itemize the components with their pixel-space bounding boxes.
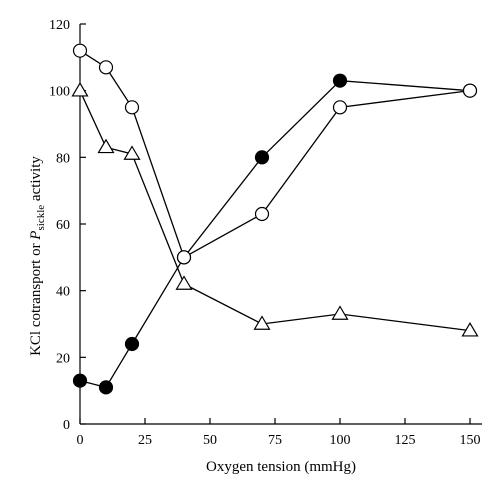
point-filled-circle: [72, 373, 88, 388]
point-open-triangle: [175, 275, 193, 290]
point-open-circle: [98, 60, 114, 75]
point-open-triangle: [123, 145, 141, 160]
x-tick-label: 100: [330, 433, 351, 448]
y-tick-label: 20: [56, 351, 70, 366]
point-open-circle: [124, 100, 140, 115]
point-open-triangle: [71, 81, 89, 97]
point-open-triangle: [97, 138, 115, 154]
x-tick-label: 0: [77, 433, 84, 448]
point-open-circle: [72, 43, 88, 58]
point-open-triangle: [461, 321, 479, 337]
point-open-circle: [332, 100, 348, 115]
y-axis-label-sub: sickle: [35, 205, 47, 231]
y-tick-label: 120: [49, 18, 70, 33]
x-ticks: 0 25 50 75 100 125 150: [77, 418, 481, 448]
point-open-triangle: [253, 315, 271, 330]
y-tick-label: 80: [56, 151, 70, 166]
x-axis-label: Oxygen tension (mmHg): [206, 459, 356, 475]
y-tick-label: 0: [63, 418, 70, 433]
point-open-circle: [254, 206, 270, 222]
y-axis-label-main: KCl cotransport or: [28, 240, 44, 356]
point-filled-circle: [254, 150, 270, 165]
y-tick-label: 40: [56, 285, 70, 300]
series-group: [71, 43, 479, 395]
point-open-circle: [176, 250, 192, 265]
y-axis-label-p: P: [28, 231, 44, 241]
x-tick-label: 50: [203, 433, 217, 448]
y-axis-label: KCl cotransport or Psickle activity: [28, 156, 47, 356]
y-tick-label: 100: [49, 85, 70, 100]
x-tick-label: 25: [138, 433, 152, 448]
point-filled-circle: [98, 380, 114, 395]
axes: [79, 24, 482, 425]
y-ticks: 0 20 40 60 80 100 120: [49, 18, 86, 433]
y-tick-label: 60: [56, 218, 70, 233]
x-tick-label: 150: [460, 433, 481, 448]
x-tick-label: 75: [268, 433, 282, 448]
y-axis-label-tail: activity: [28, 156, 44, 205]
point-open-triangle: [331, 305, 349, 320]
series-line-open-circle: [79, 50, 471, 259]
point-open-circle: [462, 83, 478, 98]
point-filled-circle: [332, 73, 348, 88]
x-tick-label: 125: [395, 433, 416, 448]
point-filled-circle: [124, 336, 140, 352]
